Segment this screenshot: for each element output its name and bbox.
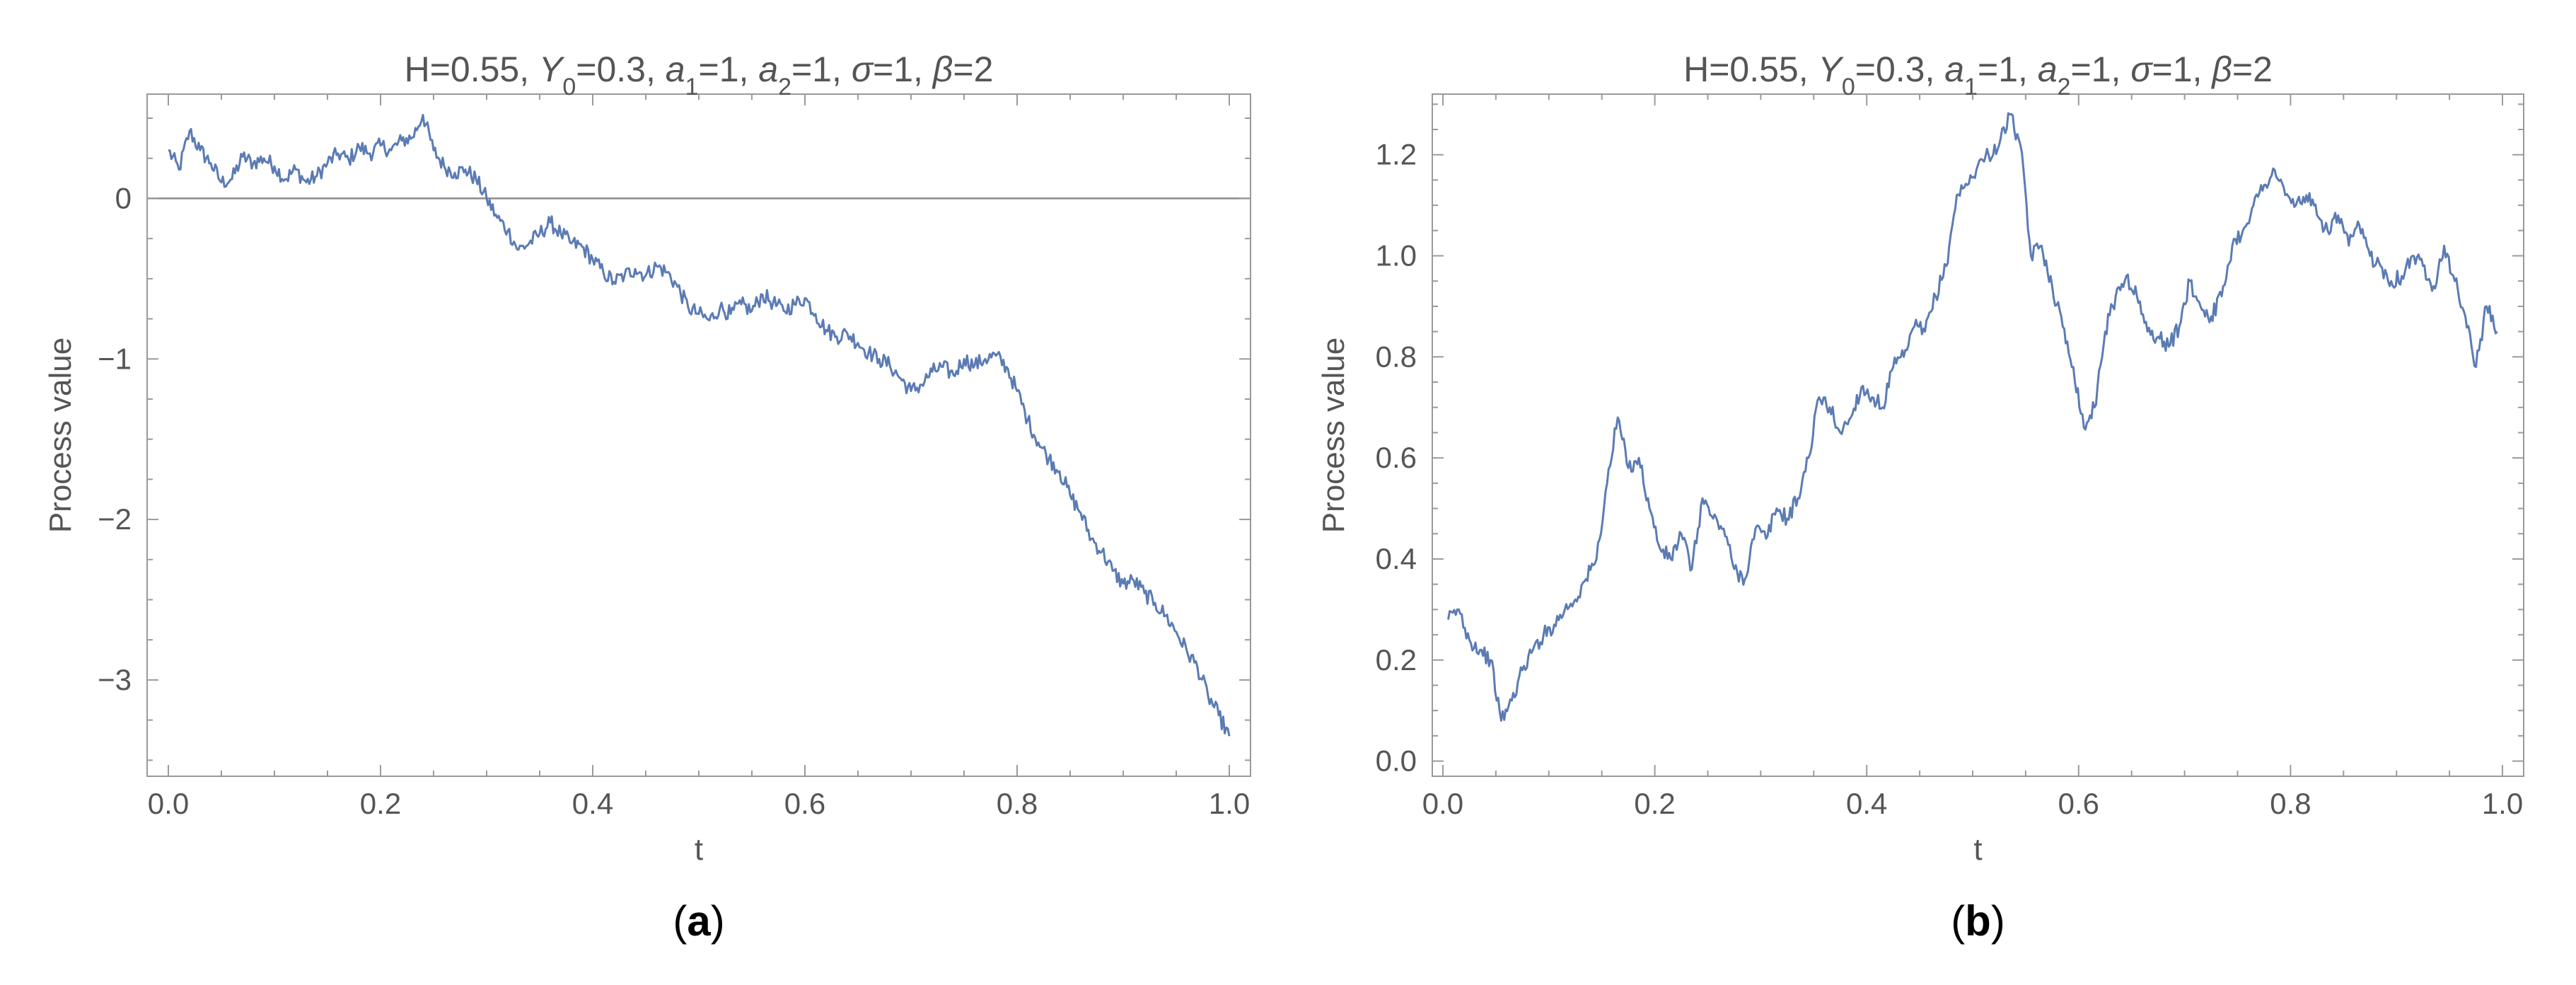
y-tick-label: 0.0 xyxy=(1376,744,1417,778)
caption-paren-open: ( xyxy=(1951,897,1965,945)
series-line xyxy=(1447,112,2498,722)
panel-caption: (a) xyxy=(673,897,724,945)
chart-title-part: σ xyxy=(2130,50,2153,89)
chart-title-part: 0 xyxy=(1842,74,1855,100)
caption-letter: b xyxy=(1965,897,1991,945)
chart-title-part: =2 xyxy=(2232,50,2273,89)
chart-title-part: =2 xyxy=(953,50,993,89)
x-tick-label: 0.6 xyxy=(784,787,825,820)
caption-paren-open: ( xyxy=(673,897,687,945)
x-tick-label: 0.8 xyxy=(997,787,1038,820)
y-tick-label: −1 xyxy=(98,342,132,375)
x-tick-label: 1.0 xyxy=(2482,787,2523,820)
panel-caption: (b) xyxy=(1951,897,2005,945)
x-tick-label: 0.4 xyxy=(1846,787,1887,820)
caption-letter: a xyxy=(687,897,711,945)
chart-title-part: a xyxy=(666,50,685,89)
chart-title-part: =1, xyxy=(2071,50,2131,89)
x-tick-label: 0.6 xyxy=(2058,787,2099,820)
chart-title-part: =0.3, xyxy=(1855,50,1945,89)
y-tick-label: 1.0 xyxy=(1376,239,1417,272)
x-tick-label: 0.0 xyxy=(1422,787,1463,820)
y-tick-label: 0.4 xyxy=(1376,542,1417,575)
y-tick-label: 0.8 xyxy=(1376,340,1417,373)
chart-title: H=0.55, Y0=0.3, a1=1, a2=1, σ=1, β=2 xyxy=(405,50,994,100)
plot-frame xyxy=(146,93,1251,777)
chart-title-part: β xyxy=(2210,50,2232,89)
y-tick-label: 0.2 xyxy=(1376,643,1417,676)
plot-frame xyxy=(1432,93,2524,777)
caption-paren-close: ) xyxy=(1991,897,2005,945)
y-tick-label: −3 xyxy=(98,663,132,696)
x-tick-label: 0.0 xyxy=(148,787,189,820)
x-tick-label: 0.8 xyxy=(2270,787,2311,820)
chart-title-part: 2 xyxy=(778,74,791,100)
chart-title-part: a xyxy=(758,50,778,89)
chart-panel-a: H=0.55, Y0=0.3, a1=1, a2=1, σ=1, β=20.0 0… xyxy=(43,50,1251,945)
chart-title-part: =1, xyxy=(699,50,759,89)
chart-title-part: =0.3, xyxy=(576,50,666,89)
chart-title-part: Y xyxy=(539,50,565,89)
chart-title-part: 1 xyxy=(1964,74,1978,100)
chart-title-part: Y xyxy=(1818,50,1845,89)
x-tick-label: 0.2 xyxy=(360,787,401,820)
chart-panel-b: H=0.55, Y0=0.3, a1=1, a2=1, σ=1, β=20.0 0… xyxy=(1316,50,2524,945)
chart-title-part: a xyxy=(2038,50,2058,89)
caption-paren-close: ) xyxy=(711,897,725,945)
chart-title-part: =1, xyxy=(2152,50,2212,89)
y-axis-label: Process value xyxy=(43,338,78,533)
chart-title-part: 0 xyxy=(562,74,576,100)
x-tick-label: 1.0 xyxy=(1209,787,1250,820)
x-axis-label: t xyxy=(695,832,703,867)
chart-title: H=0.55, Y0=0.3, a1=1, a2=1, σ=1, β=2 xyxy=(1683,50,2273,100)
y-tick-label: 0 xyxy=(115,181,132,214)
series-line xyxy=(168,114,1231,737)
chart-title-part: =1, xyxy=(873,50,933,89)
y-tick-label: −2 xyxy=(98,502,132,536)
y-tick-label: 0.6 xyxy=(1376,441,1417,474)
y-axis-label: Process value xyxy=(1316,338,1351,533)
x-tick-label: 0.4 xyxy=(572,787,613,820)
chart-title-part: β xyxy=(932,50,953,89)
x-tick-label: 0.2 xyxy=(1634,787,1675,820)
chart-title-part: σ xyxy=(852,50,874,89)
chart-title-part: H=0.55, xyxy=(1683,50,1818,89)
chart-title-part: =1, xyxy=(1978,50,2038,89)
chart-title-part: 1 xyxy=(685,74,699,100)
x-axis-label: t xyxy=(1973,832,1982,867)
chart-title-part: a xyxy=(1944,50,1964,89)
y-tick-label: 1.2 xyxy=(1376,138,1417,171)
chart-title-part: =1, xyxy=(791,50,852,89)
chart-title-part: H=0.55, xyxy=(405,50,539,89)
chart-title-part: 2 xyxy=(2058,74,2071,100)
